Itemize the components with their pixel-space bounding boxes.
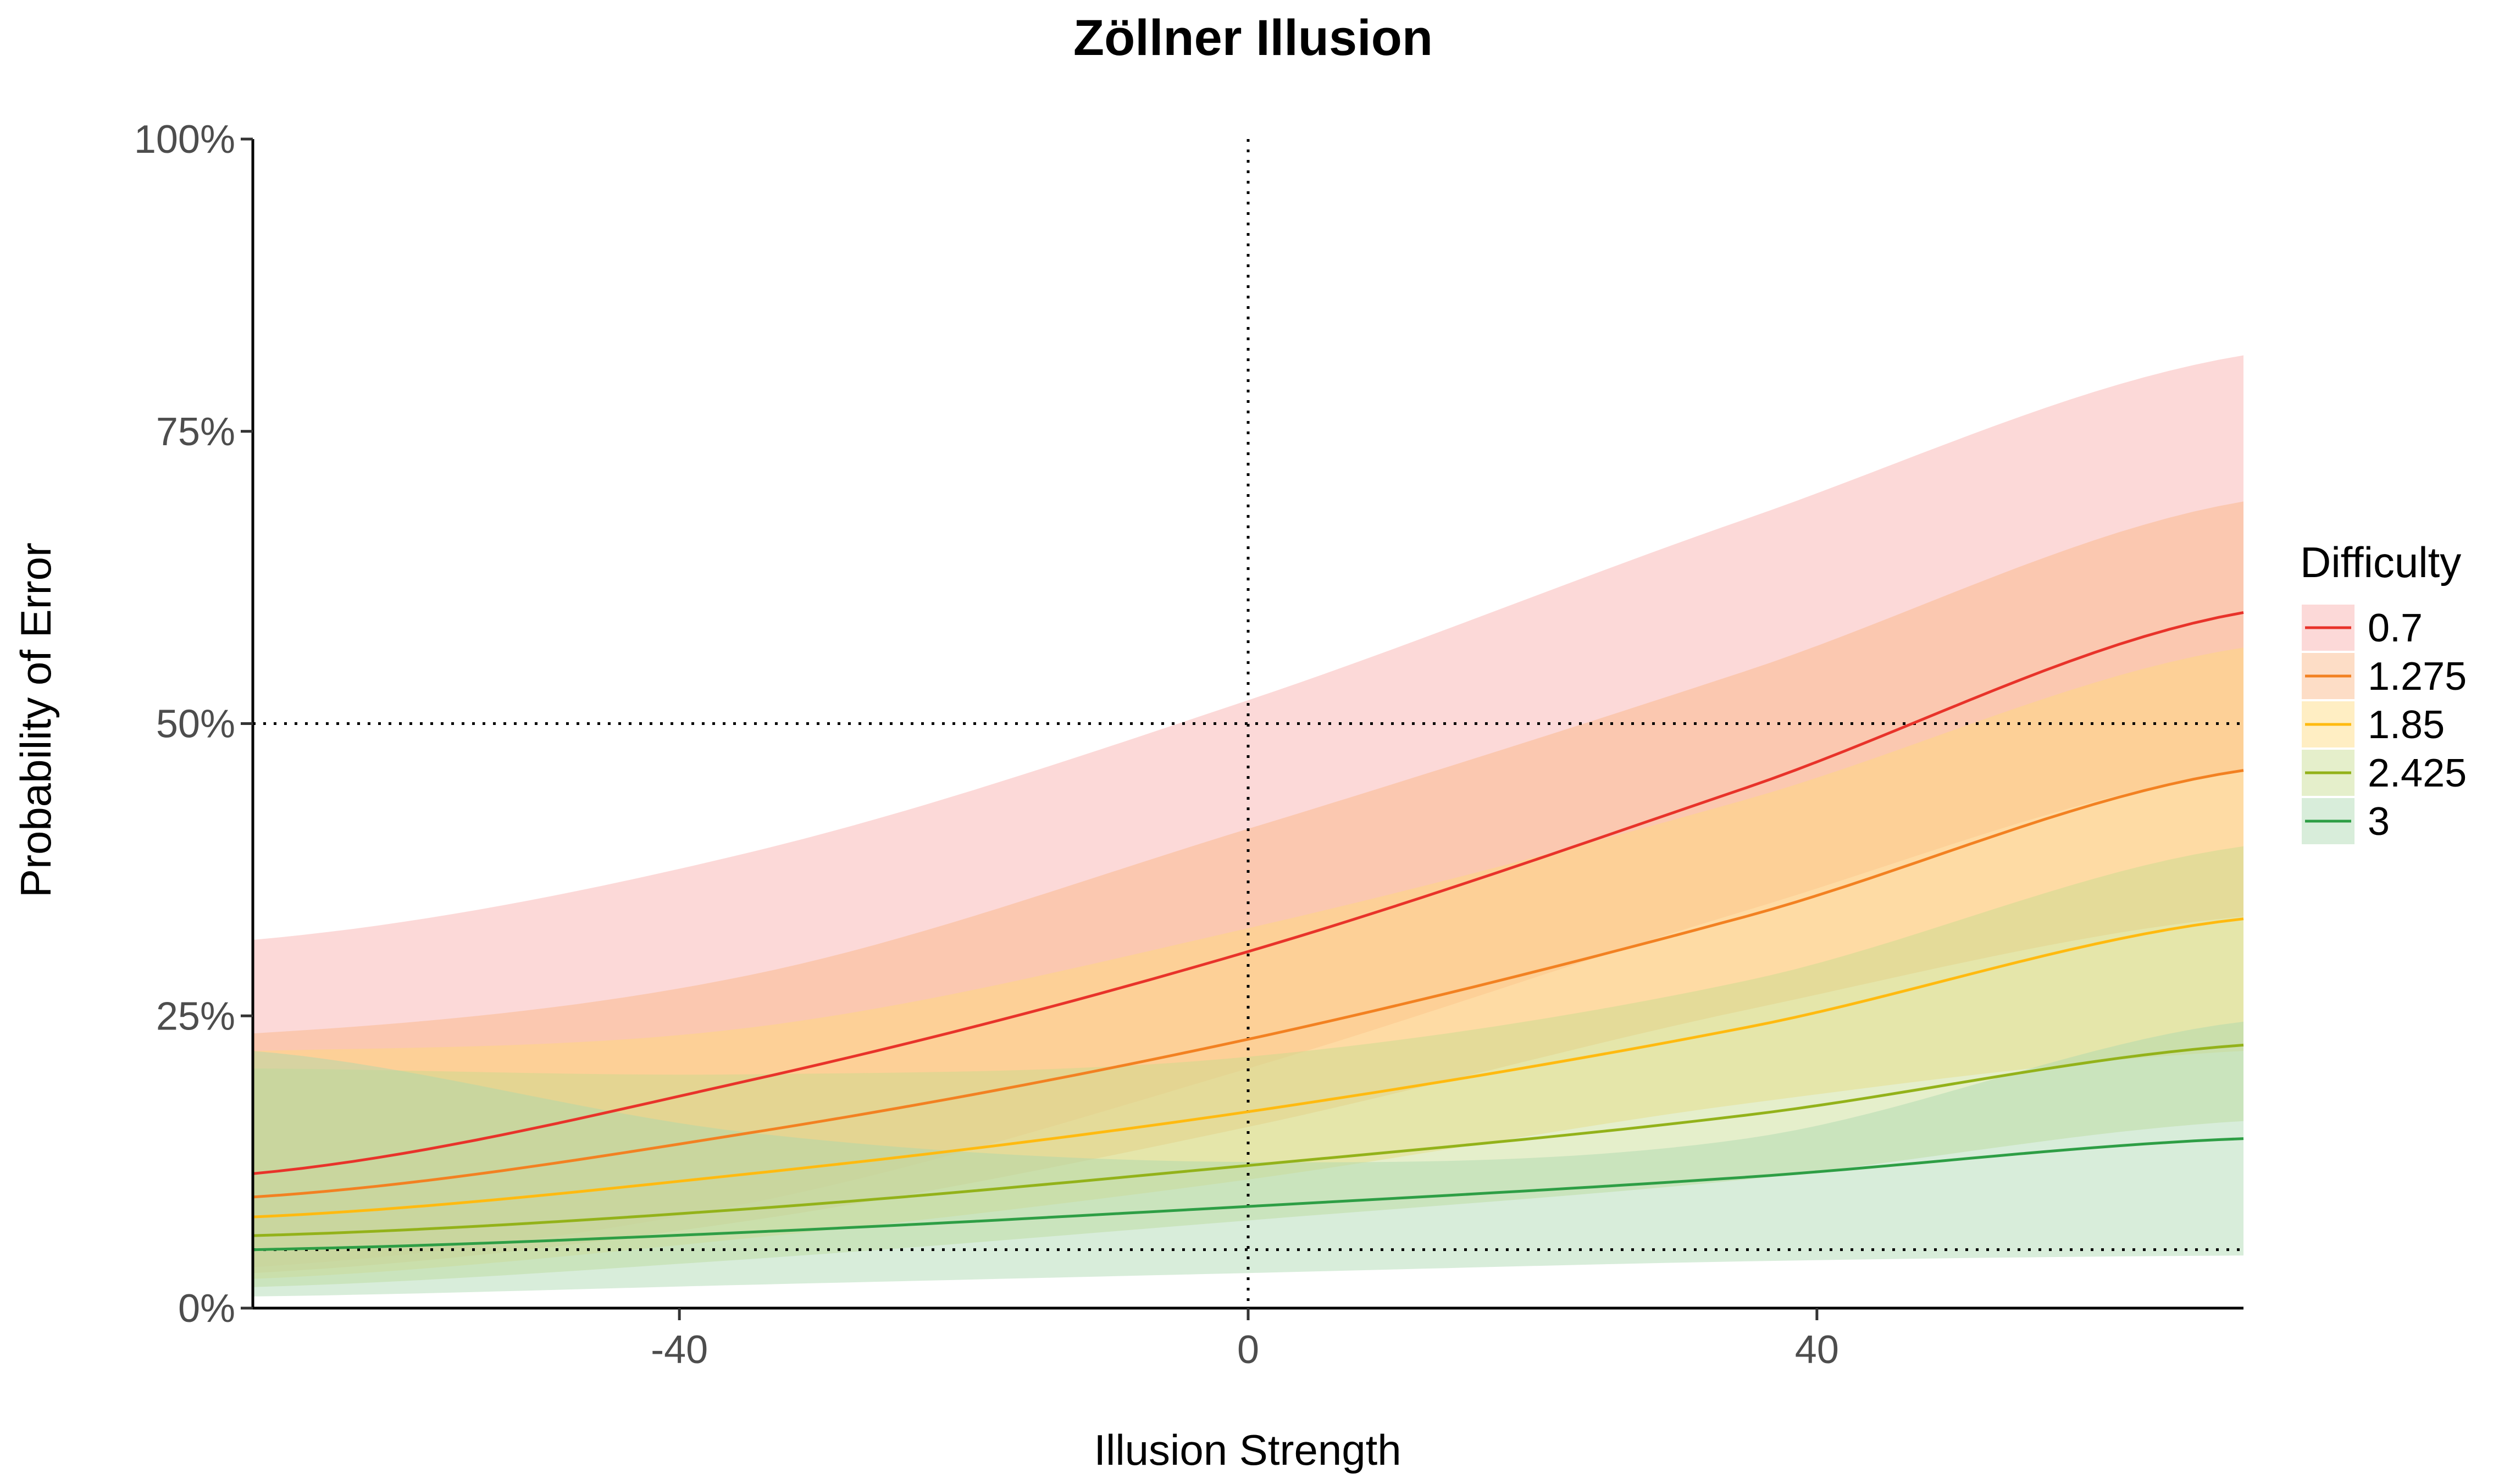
legend-item-1.275: 1.275 — [2302, 653, 2467, 699]
band-0.7 — [253, 355, 2243, 1267]
y-axis-title: Probability of Error — [12, 542, 60, 898]
line-1.85 — [252, 917, 2244, 1219]
band-1.85 — [253, 647, 2243, 1279]
line-3 — [252, 1137, 2244, 1252]
confidence-bands — [253, 355, 2243, 1297]
legend-item-3: 3 — [2302, 798, 2390, 844]
y-tick-label: 25% — [156, 994, 235, 1038]
y-tick-label: 75% — [156, 410, 235, 454]
line-2.425 — [252, 1043, 2244, 1237]
legend-item-2.425: 2.425 — [2302, 750, 2467, 796]
legend-label: 2.425 — [2368, 751, 2467, 795]
x-axis-title: Illusion Strength — [1094, 1426, 1401, 1474]
legend-label: 0.7 — [2368, 606, 2423, 650]
line-1.275 — [252, 769, 2244, 1199]
y-tick-label: 100% — [134, 118, 235, 162]
x-axis-ticks: -40 0 40 — [651, 1308, 1839, 1372]
legend-label: 1.85 — [2368, 703, 2445, 747]
legend-label: 1.275 — [2368, 655, 2467, 699]
legend-item-0.7: 0.7 — [2302, 605, 2423, 651]
series-lines — [252, 611, 2244, 1252]
x-tick-label: 40 — [1795, 1328, 1839, 1372]
y-axis-ticks: 0% 25% 50% 75% 100% — [134, 118, 253, 1331]
x-tick-label: -40 — [651, 1328, 708, 1372]
legend-item-1.85: 1.85 — [2302, 701, 2445, 747]
legend-label: 3 — [2368, 800, 2390, 844]
legend-title: Difficulty — [2300, 538, 2461, 586]
chart-title: Zöllner Illusion — [1073, 10, 1433, 66]
y-tick-label: 0% — [178, 1287, 235, 1331]
x-tick-label: 0 — [1237, 1328, 1259, 1372]
y-tick-label: 50% — [156, 702, 235, 746]
band-3 — [253, 1021, 2243, 1297]
line-0.7 — [252, 611, 2244, 1175]
